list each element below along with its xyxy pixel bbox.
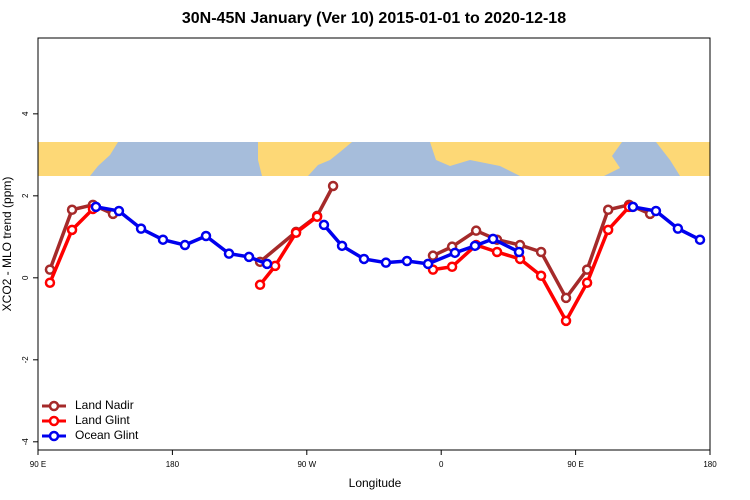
point xyxy=(487,233,499,245)
point xyxy=(380,257,392,268)
point xyxy=(336,240,348,252)
point xyxy=(560,315,572,327)
point xyxy=(694,234,706,245)
point xyxy=(560,292,572,304)
x-tick-label: 90 W xyxy=(297,460,316,469)
point xyxy=(427,250,439,261)
map-band xyxy=(38,142,710,176)
point xyxy=(200,230,212,242)
point xyxy=(469,240,481,252)
point xyxy=(179,239,191,251)
x-tick-label: 180 xyxy=(703,460,717,469)
x-tick-label: 180 xyxy=(166,460,180,469)
point xyxy=(269,260,281,272)
point xyxy=(627,201,639,213)
legend-marker xyxy=(48,415,60,427)
point xyxy=(446,261,458,273)
land xyxy=(38,142,88,176)
point xyxy=(90,201,102,213)
y-tick-label: 4 xyxy=(21,111,30,116)
y-tick-label: -2 xyxy=(21,356,30,364)
point xyxy=(535,270,547,282)
y-tick-label: -4 xyxy=(21,438,30,446)
legend-marker xyxy=(48,400,60,412)
point xyxy=(327,180,339,192)
legend-label: Land Glint xyxy=(75,413,130,427)
point xyxy=(243,251,255,263)
x-tick-label: 0 xyxy=(439,460,444,469)
land xyxy=(656,142,710,176)
point xyxy=(513,246,525,258)
legend-label: Ocean Glint xyxy=(75,428,139,442)
land xyxy=(430,142,622,176)
point xyxy=(290,227,302,238)
point xyxy=(66,224,78,236)
x-tick-label: 90 E xyxy=(30,460,46,469)
point xyxy=(135,223,147,234)
point xyxy=(358,253,370,265)
point xyxy=(672,223,684,234)
point xyxy=(491,246,503,258)
point xyxy=(535,246,547,258)
point xyxy=(223,248,235,259)
y-tick-label: 2 xyxy=(21,193,30,198)
point xyxy=(581,277,593,288)
plot-frame xyxy=(37,37,711,451)
point xyxy=(66,204,78,216)
chart-title: 30N-45N January (Ver 10) 2015-01-01 to 2… xyxy=(182,10,566,27)
x-tick-label: 90 E xyxy=(567,460,583,469)
point xyxy=(318,219,330,231)
point xyxy=(113,205,125,217)
point xyxy=(311,211,323,222)
point xyxy=(470,225,482,236)
y-tick-label: 0 xyxy=(21,275,30,280)
point xyxy=(44,277,56,288)
point xyxy=(157,234,169,245)
land xyxy=(88,142,118,176)
point xyxy=(401,255,413,267)
point xyxy=(261,258,273,270)
legend-label: Land Nadir xyxy=(75,398,134,412)
point xyxy=(422,258,434,270)
point xyxy=(650,205,662,217)
point xyxy=(602,224,614,236)
point xyxy=(449,247,461,259)
point xyxy=(254,279,266,291)
point xyxy=(602,204,614,216)
legend-marker xyxy=(48,430,60,442)
x-axis-label: Longitude xyxy=(349,476,402,490)
y-axis-label: XCO2 - MLO trend (ppm) xyxy=(0,177,14,312)
land xyxy=(258,142,352,176)
